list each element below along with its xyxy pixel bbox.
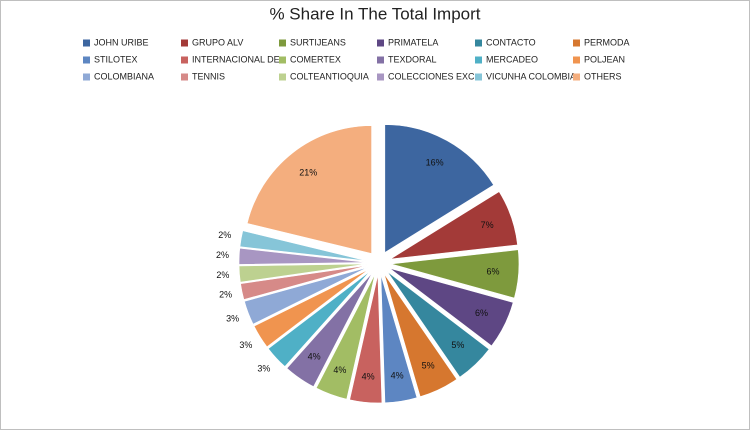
legend-swatch: [181, 39, 188, 47]
pie-slice: [267, 270, 371, 367]
legend-label: COLTEANTIOQUIA: [290, 71, 369, 81]
legend-swatch: [573, 73, 580, 81]
legend-swatch: [279, 56, 286, 64]
legend-swatch: [377, 39, 384, 47]
legend-label: JOHN URIBE: [94, 37, 149, 47]
legend-swatch: [279, 73, 286, 81]
value-label: 16%: [426, 157, 444, 167]
value-label: 4%: [308, 352, 321, 362]
value-label: 5%: [422, 361, 435, 371]
value-label: 3%: [257, 364, 270, 374]
legend-swatch: [475, 39, 482, 47]
legend-label: COLECCIONES EXC: [388, 71, 475, 81]
legend-swatch: [377, 73, 384, 81]
legend-swatch: [83, 73, 90, 81]
pie-slice: [239, 230, 368, 262]
pie-slice: [389, 268, 514, 347]
pie-slice: [240, 265, 368, 300]
pie-slice: [246, 125, 372, 254]
legend-label: SURTIJEANS: [290, 37, 346, 47]
legend-label: GRUPO ALV: [192, 37, 243, 47]
pie-slice: [349, 274, 383, 404]
legend-label: STILOTEX: [94, 54, 138, 64]
legend-swatch: [475, 56, 482, 64]
pie-slice: [286, 272, 373, 388]
pie-slice: [244, 266, 368, 325]
pie-slice: [238, 263, 368, 283]
legend-swatch: [377, 56, 384, 64]
legend-label: MERCADEO: [486, 54, 538, 64]
legend-label: COLOMBIANA: [94, 71, 154, 81]
value-label: 7%: [481, 220, 494, 230]
value-label: 5%: [451, 340, 464, 350]
pie-slice: [238, 247, 368, 265]
value-label: 3%: [239, 340, 252, 350]
pie-slice: [384, 124, 495, 254]
value-label: 3%: [226, 313, 239, 323]
legend-label: TENNIS: [192, 71, 225, 81]
pie-slice: [387, 271, 490, 378]
legend-label: PERMODA: [584, 37, 630, 47]
legend-label: TEXDORAL: [388, 54, 437, 64]
legend-swatch: [181, 73, 188, 81]
value-label: 2%: [218, 230, 231, 240]
legend-swatch: [181, 56, 188, 64]
value-label: 2%: [216, 270, 229, 280]
value-label: 6%: [475, 308, 488, 318]
legend-label: PRIMATELA: [388, 37, 438, 47]
legend-swatch: [573, 56, 580, 64]
pie: 16% 7% 6% 6% 5% 5% 4% 4% 4% 4% 3% 3% 3% 2% 2% 2% 2% 21%: [216, 124, 520, 404]
legend-swatch: [279, 39, 286, 47]
legend-label: INTERNACIONAL DE: [192, 54, 280, 64]
pie-slice: [380, 274, 418, 404]
value-label: 2%: [219, 289, 232, 299]
legend-label: CONTACTO: [486, 37, 536, 47]
legend-label: OTHERS: [584, 71, 622, 81]
chart-title: % Share In The Total Import: [269, 4, 480, 23]
legend-swatch: [573, 39, 580, 47]
pie-slice: [390, 191, 518, 260]
value-label: 4%: [362, 371, 375, 381]
legend-swatch: [83, 56, 90, 64]
value-label: 2%: [216, 250, 229, 260]
legend-label: VICUNHA COLOMBIA: [486, 71, 576, 81]
legend-label: POLJEAN: [584, 54, 625, 64]
value-label: 6%: [487, 266, 500, 276]
value-label: 21%: [299, 167, 317, 177]
pie-slice: [383, 273, 458, 398]
value-label: 4%: [391, 370, 404, 380]
pie-slice: [315, 274, 376, 400]
pie-slice: [253, 269, 369, 348]
value-label: 4%: [333, 365, 346, 375]
legend: JOHN URIBE GRUPO ALV SURTIJEANS PRIMATELA CO…: [83, 37, 630, 81]
legend-swatch: [475, 73, 482, 81]
pie-slice: [390, 249, 520, 299]
legend-swatch: [83, 39, 90, 47]
legend-label: COMERTEX: [290, 54, 341, 64]
